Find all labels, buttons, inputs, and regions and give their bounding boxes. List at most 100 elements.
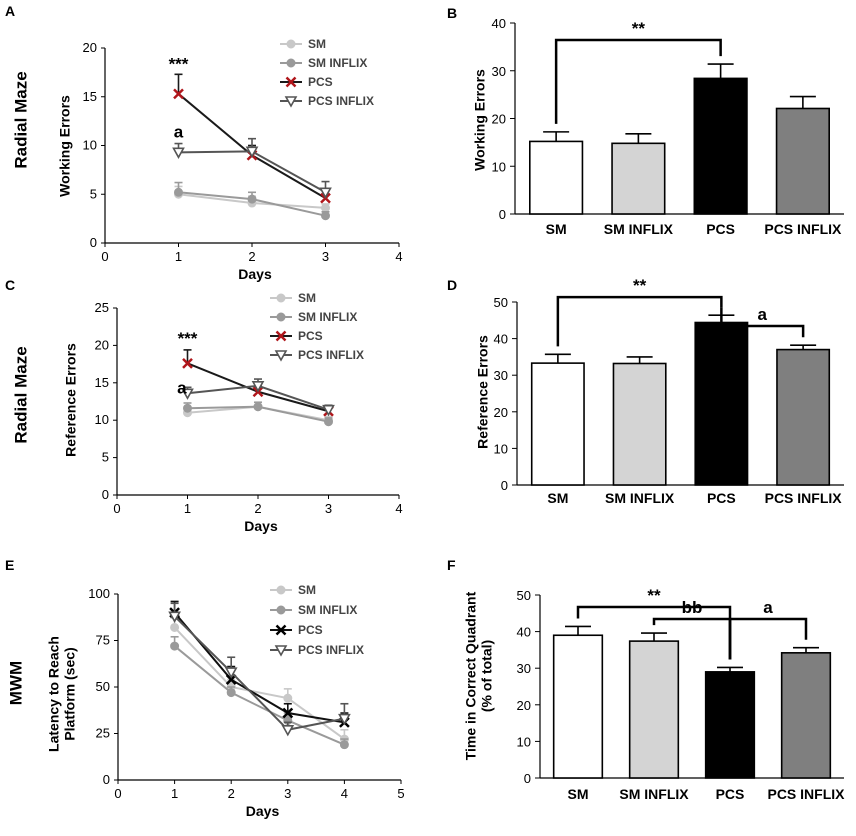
panel-e-legend-pcs: PCS: [270, 623, 323, 637]
panel-c-series-sm-inflix-point-0: [183, 403, 192, 413]
panel-e-series-sm-inflix-point-0: [170, 641, 180, 651]
panel-a-legend-sm-inflix: SM INFLIX: [280, 56, 367, 70]
panel-c-legend-pcs-label: PCS: [298, 329, 323, 343]
panel-e-series-sm-point-0: [170, 622, 180, 632]
panel-e-ytick-label-3: 75: [96, 633, 110, 648]
panel-a-annotation-1: a: [174, 123, 184, 142]
panel-a-legend-pcs-inflix-swatch-marker: [284, 96, 298, 108]
panel-c-legend-sm-swatch-marker: [276, 293, 286, 303]
panel-c-legend-sm-inflix-swatch-marker: [276, 312, 286, 322]
panel-c-legend-pcs-inflix-label: PCS INFLIX: [298, 348, 364, 362]
panel-b-ytick-label-3: 30: [492, 64, 506, 79]
panel-c-ytick-label-5: 25: [95, 300, 109, 315]
panel-a-series-pcs-point-0: [173, 88, 184, 100]
panel-b-category-0: SM: [546, 221, 567, 237]
panel-c-row-label: Radial Maze: [11, 346, 30, 443]
panel-f-bracket-2-line: [728, 617, 808, 660]
panel-d-category-2: PCS: [707, 490, 736, 506]
panel-a-row-label: Radial Maze: [11, 71, 30, 168]
panel-f-ytick-label-2: 20: [517, 698, 531, 713]
panel-e-ytick-label-4: 100: [88, 586, 110, 601]
panel-e-xtick-label-5: 5: [397, 786, 404, 801]
panel-e-series-pcs-point-2: [282, 707, 294, 719]
panel-f-bar-pcs-inflix: [780, 652, 832, 779]
panel-d-bar-sm: [530, 362, 585, 486]
panel-e-legend-pcs-inflix-label: PCS INFLIX: [298, 643, 364, 657]
panel-d-category-0: SM: [547, 490, 568, 506]
panel-a-xtick-label-2: 2: [248, 249, 255, 264]
panel-b-bar-sm-inflix: [611, 142, 666, 215]
panel-c-series-pcs-inflix-point-1: [251, 380, 265, 393]
panel-c-legend-pcs-inflix-swatch-marker: [274, 350, 288, 362]
panel-f-bar-pcs: [704, 671, 756, 779]
panel-c-series-pcs-inflix-point-2: [322, 404, 335, 417]
panel-a-ytick-label-2: 10: [83, 138, 97, 153]
panel-a-legend-pcs-swatch-marker: [285, 76, 297, 88]
panel-f-category-0: SM: [568, 786, 589, 802]
panel-e-series-pcs-inflix-line: [173, 615, 345, 731]
panel-e-legend-pcs-inflix: PCS INFLIX: [270, 643, 364, 657]
panel-c-annotation-1: a: [177, 378, 187, 397]
panel-b-letter: B: [447, 5, 457, 21]
panel-f-bracket-2-label: a: [763, 598, 773, 617]
panel-d-ytick-label-1: 10: [494, 441, 508, 456]
panel-c-xlabel: Days: [244, 518, 278, 534]
panel-e-series-sm-point-2: [283, 693, 293, 703]
panel-a-legend-pcs-swatch-marker-b: [285, 76, 297, 88]
panel-a-series-pcs-inflix: [172, 137, 332, 199]
panel-e-xtick-label-1: 1: [171, 786, 178, 801]
panel-b-ytick-label-1: 10: [492, 159, 506, 174]
panel-d-ytick-label-0: 0: [501, 478, 508, 493]
panel-c-xtick-label-4: 4: [395, 501, 402, 516]
panel-c-legend-sm-inflix-label: SM INFLIX: [298, 310, 357, 324]
panel-e-xtick-label-2: 2: [228, 786, 235, 801]
panel-e-legend-pcs-label: PCS: [298, 623, 323, 637]
panel-f-bar-sm-inflix: [628, 640, 680, 779]
panel-f-category-2: PCS: [716, 786, 745, 802]
panel-a-legend-pcs-inflix-label: PCS INFLIX: [308, 94, 374, 108]
panel-d-ytick-label-4: 40: [494, 332, 508, 347]
panel-e-row-label: MWM: [6, 661, 25, 705]
panel-e-series-sm-inflix-line: [173, 645, 345, 746]
panel-b-ytick-label-0: 0: [499, 207, 506, 222]
panel-c-ylabel-line-0: Reference Errors: [63, 343, 79, 457]
panel-a-xtick-label-4: 4: [395, 249, 402, 264]
panel-d-bracket-0-line: [556, 295, 723, 347]
panel-a-legend-sm-label: SM: [308, 37, 326, 51]
panel-a-legend-pcs: PCS: [280, 75, 333, 89]
panel-c-ytick-label-0: 0: [102, 487, 109, 502]
panel-d-ytick-label-5: 50: [494, 295, 508, 310]
panel-f-bar-sm: [552, 634, 604, 779]
panel-c-series-pcs-inflix-point-0: [181, 388, 194, 400]
panel-b-bracket-0-line: [554, 38, 722, 124]
panel-b-ylabel-line-0: Working Errors: [472, 69, 488, 171]
panel-d-bracket-0-label: **: [633, 276, 647, 295]
panel-b-category-2: PCS: [706, 221, 735, 237]
panel-f-bracket-0-label: **: [647, 586, 661, 605]
panel-b-ylabel: Working Errors: [472, 69, 488, 171]
panel-a-xtick-label-3: 3: [322, 249, 329, 264]
panel-b-ytick-label-4: 40: [492, 16, 506, 31]
panel-a-xlabel: Days: [238, 266, 272, 282]
panel-f-ytick-label-3: 30: [517, 661, 531, 676]
panel-e-series-sm-inflix-point-1: [226, 688, 236, 698]
panel-c-legend-pcs-inflix: PCS INFLIX: [270, 348, 364, 362]
panel-d-ytick-label-2: 20: [494, 405, 508, 420]
panel-f-category-3: PCS INFLIX: [767, 786, 845, 802]
panel-e-ytick-label-0: 0: [103, 772, 110, 787]
panel-c-series-pcs-point-0-b: [182, 357, 193, 369]
panel-c-legend-pcs-swatch-marker: [275, 330, 287, 342]
panel-e-series-sm-inflix-point-3: [339, 740, 349, 750]
panel-f-letter: F: [447, 557, 456, 573]
panel-e-ylabel: Latency to Reach Platform (sec): [46, 636, 78, 752]
panel-c-xtick-label-0: 0: [113, 501, 120, 516]
panel-d-bar-pcs: [694, 321, 749, 486]
panel-a-annotation-0: ***: [169, 54, 189, 73]
panel-e-ytick-label-1: 25: [96, 726, 110, 741]
panel-e-series-pcs-point-2-b: [282, 707, 294, 719]
panel-f-ytick-label-0: 0: [524, 771, 531, 786]
panel-d-ylabel-line-0: Reference Errors: [475, 335, 491, 449]
panel-e-ylabel-line-1: Platform (sec): [62, 647, 78, 740]
panel-c-row-label-line-0: Radial Maze: [11, 346, 30, 443]
panel-b-bar-pcs: [693, 77, 748, 215]
